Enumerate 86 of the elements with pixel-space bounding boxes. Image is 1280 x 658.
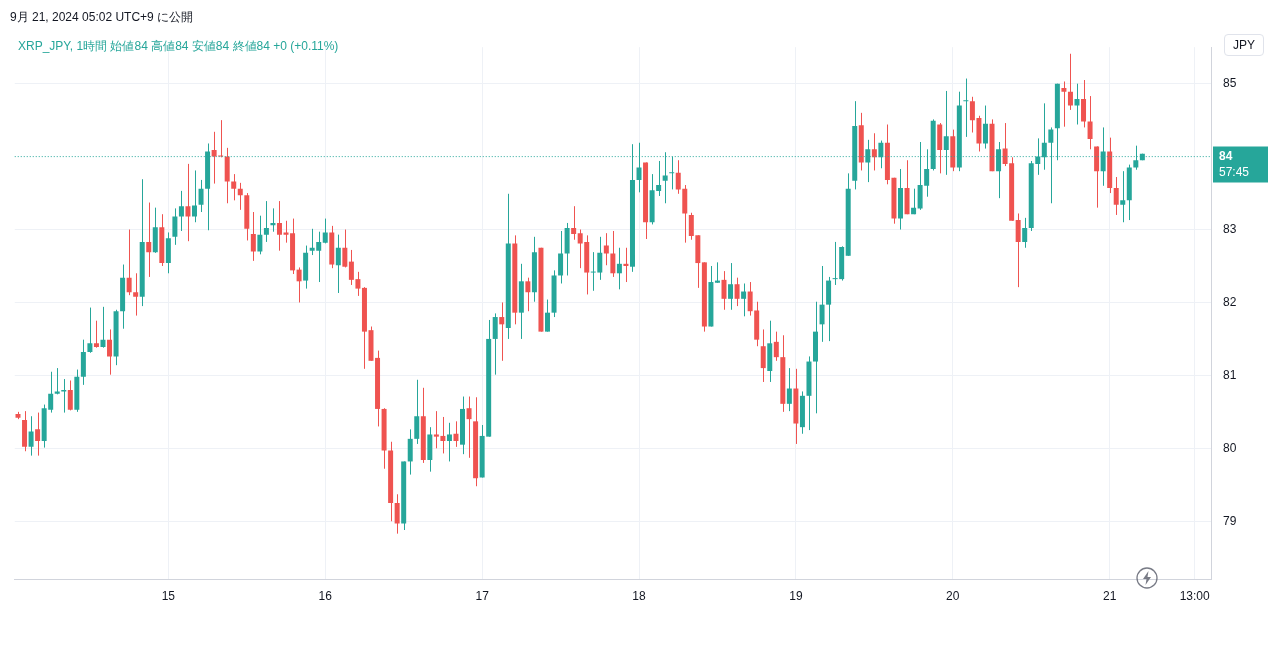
candlestick [911, 188, 917, 215]
candlestick [786, 367, 792, 412]
candlestick [446, 422, 452, 462]
candlestick [558, 230, 564, 284]
y-tick-label: 83 [1223, 221, 1237, 236]
y-tick-label: 79 [1223, 513, 1237, 528]
x-tick-label: 19 [789, 589, 803, 604]
x-tick-label: 18 [632, 589, 647, 604]
candlestick [172, 207, 178, 246]
candlestick [453, 420, 459, 448]
candlestick [1015, 212, 1021, 288]
candlestick [623, 247, 629, 283]
candlestick [270, 207, 276, 233]
candlestick [499, 301, 505, 362]
candlestick [603, 232, 609, 266]
candlestick [335, 234, 341, 294]
candlestick [192, 169, 197, 223]
y-tick-label: 80 [1223, 440, 1237, 455]
candlestick [35, 412, 41, 457]
candlestick [211, 131, 217, 185]
candlestick [87, 307, 93, 354]
candlestick [322, 218, 328, 244]
y-tick-label: 82 [1223, 294, 1237, 309]
candlestick [466, 396, 472, 459]
candlestick [1087, 95, 1093, 150]
candlestick [571, 205, 577, 241]
candlestick [342, 229, 348, 268]
candlestick [67, 380, 73, 411]
candlestick [146, 202, 152, 278]
chart-title: 9月 21, 2024 05:02 UTC+9 に公開 [10, 9, 194, 26]
candlestick [54, 367, 60, 395]
candlestick [963, 78, 969, 138]
candlestick [760, 328, 766, 383]
candlestick [714, 261, 720, 284]
candlestick [257, 215, 263, 255]
candlestick [407, 428, 413, 476]
x-tick-label: 13:00 [1179, 589, 1210, 604]
candlestick [982, 105, 988, 150]
ref-line-label: 84 [1219, 148, 1233, 163]
x-tick-label: 21 [1103, 589, 1117, 604]
candlestick [394, 493, 400, 535]
candlestick [276, 200, 282, 252]
candlestick [1061, 80, 1067, 128]
candlestick [414, 379, 420, 445]
candlestick [1074, 83, 1080, 126]
candlestick [185, 163, 191, 242]
candlestick [675, 159, 681, 195]
candlestick [525, 277, 531, 312]
x-tick-label: 15 [161, 589, 176, 604]
candlestick [28, 415, 34, 457]
candlestick [616, 247, 622, 290]
candlestick [1113, 176, 1119, 216]
candlestick [734, 277, 740, 307]
y-tick-label: 81 [1223, 367, 1237, 382]
candlestick [198, 179, 204, 213]
candlestick [231, 173, 237, 201]
candlestick [178, 190, 184, 232]
candlestick [492, 312, 498, 376]
candlestick [237, 182, 243, 211]
candlestick [610, 230, 616, 278]
candlestick [871, 132, 877, 171]
candlestick [773, 331, 779, 362]
candlestick [250, 211, 256, 262]
candlestick [1120, 170, 1126, 223]
candlestick [1067, 53, 1073, 111]
candlestick [1081, 79, 1087, 128]
candlestick [819, 265, 825, 343]
candlestick [296, 266, 302, 303]
candlestick [721, 270, 727, 311]
chart-subtitle: XRP_JPY, 1時間 始値84 高値84 安値84 終値84 +0 (+0.11%) [18, 38, 339, 55]
candlestick [263, 200, 269, 243]
candlestick [545, 299, 550, 333]
candlestick [107, 328, 113, 376]
candlestick [126, 229, 132, 296]
x-tick-label: 20 [946, 589, 960, 604]
candlestick [728, 262, 734, 311]
text: 57:45 [1219, 164, 1250, 179]
y-tick-label: 85 [1223, 75, 1237, 90]
candlestick [1022, 217, 1028, 249]
candlestick [133, 272, 139, 317]
candlestick [100, 306, 106, 349]
x-tick-label: 16 [318, 589, 333, 604]
x-tick-label: 17 [475, 589, 490, 604]
candlestick [93, 320, 99, 349]
candlestick [741, 283, 747, 317]
y-axis-title: JPY [1223, 34, 1264, 56]
